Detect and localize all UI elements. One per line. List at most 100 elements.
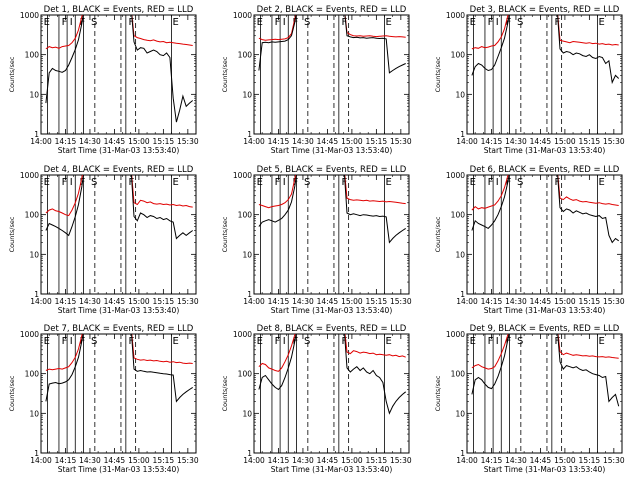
y-tick-label: 10 — [455, 250, 465, 259]
events-series-line — [258, 175, 406, 244]
x-tick-label: 15:30 — [390, 137, 412, 146]
x-tick-label: 14:15 — [55, 137, 77, 146]
x-tick-label: 15:00 — [554, 456, 576, 465]
lld-series-line — [45, 334, 193, 371]
segment-label: I — [283, 17, 286, 28]
x-tick-label: 14:45 — [104, 137, 126, 146]
segment-label: E — [173, 177, 179, 188]
plot-frame — [40, 174, 197, 295]
x-axis-label: Start Time (31-Mar-03 13:53:40) — [58, 146, 180, 155]
x-tick-label: 14:15 — [481, 456, 503, 465]
plot-frame — [466, 14, 623, 135]
panel-7: Det 7, BLACK = Events, RED = LLD 1 10 100 10… — [8, 324, 199, 474]
y-tick-label: 10 — [242, 409, 252, 418]
segment-label: F — [128, 17, 134, 28]
events-series-line — [471, 334, 620, 407]
y-tick-label: 1 — [247, 290, 252, 299]
segment-label: E — [386, 177, 392, 188]
plot-frame — [40, 333, 197, 454]
x-tick-label: 14:15 — [481, 297, 503, 306]
y-tick-label: 1000 — [233, 330, 252, 339]
x-tick-label: 15:15 — [153, 137, 175, 146]
x-tick-label: 15:15 — [579, 137, 601, 146]
panel-title: Det 4, BLACK = Events, RED = LLD — [44, 165, 194, 175]
events-series-line — [471, 15, 620, 85]
x-tick-label: 15:30 — [390, 456, 412, 465]
y-tick-label: 1 — [34, 449, 39, 458]
x-axis-label: Start Time (31-Mar-03 13:53:40) — [271, 306, 393, 315]
y-tick-label: 1 — [460, 449, 465, 458]
events-series-line — [45, 15, 194, 123]
x-tick-label: 15:30 — [603, 456, 625, 465]
x-tick-label: 14:45 — [530, 456, 552, 465]
plot-frame — [253, 174, 410, 295]
y-tick-label: 100 — [238, 211, 253, 220]
y-tick-label: 100 — [238, 51, 253, 60]
panel-6: Det 6, BLACK = Events, RED = LLD 1 10 100 10… — [434, 165, 625, 315]
x-tick-label: 15:30 — [390, 297, 412, 306]
segment-label: E — [44, 17, 50, 28]
segment-label: I — [70, 177, 73, 188]
x-axis-label: Start Time (31-Mar-03 13:53:40) — [271, 465, 393, 474]
panel-title: Det 1, BLACK = Events, RED = LLD — [44, 5, 194, 15]
x-axis-label: Start Time (31-Mar-03 13:53:40) — [484, 146, 606, 155]
x-tick-label: 14:00 — [243, 456, 265, 465]
panel-3: Det 3, BLACK = Events, RED = LLD 1 10 100 10… — [434, 5, 625, 155]
x-tick-label: 14:30 — [505, 456, 527, 465]
segment-label: S — [91, 336, 97, 347]
segment-label: F — [341, 177, 347, 188]
x-tick-label: 14:15 — [268, 297, 290, 306]
x-tick-label: 14:15 — [481, 137, 503, 146]
segment-label: E — [44, 336, 50, 347]
segment-label: F — [275, 17, 281, 28]
segment-label: F — [293, 336, 299, 347]
lld-series-line — [258, 15, 406, 41]
y-tick-label: 1 — [460, 290, 465, 299]
panel-9: Det 9, BLACK = Events, RED = LLD 1 10 100 10… — [434, 324, 625, 474]
x-tick-label: 15:00 — [554, 297, 576, 306]
panel-title: Det 9, BLACK = Events, RED = LLD — [470, 324, 620, 334]
x-axis-label: Start Time (31-Mar-03 13:53:40) — [58, 306, 180, 315]
x-tick-label: 15:30 — [603, 297, 625, 306]
panel-title: Det 5, BLACK = Events, RED = LLD — [257, 165, 407, 175]
segment-label: E — [173, 17, 179, 28]
y-axis-label: Counts/sec — [221, 216, 229, 252]
segment-label: E — [599, 17, 605, 28]
segment-label: F — [275, 336, 281, 347]
x-axis-label: Start Time (31-Mar-03 13:53:40) — [484, 306, 606, 315]
segment-label: E — [599, 336, 605, 347]
segment-label: E — [257, 17, 263, 28]
y-tick-label: 100 — [25, 51, 40, 60]
y-tick-label: 1000 — [20, 171, 39, 180]
plot-frame — [466, 333, 623, 454]
x-tick-label: 14:45 — [530, 297, 552, 306]
panel-title: Det 3, BLACK = Events, RED = LLD — [470, 5, 620, 15]
x-tick-label: 14:15 — [268, 137, 290, 146]
segment-label: E — [470, 336, 476, 347]
segment-label: S — [304, 17, 310, 28]
panel-title: Det 2, BLACK = Events, RED = LLD — [257, 5, 407, 15]
lld-series-line — [471, 334, 619, 370]
x-tick-label: 14:00 — [243, 137, 265, 146]
x-tick-label: 14:30 — [292, 137, 314, 146]
x-tick-label: 14:15 — [55, 297, 77, 306]
y-tick-label: 100 — [451, 370, 466, 379]
x-tick-label: 14:45 — [530, 137, 552, 146]
y-tick-label: 100 — [451, 211, 466, 220]
x-axis-label: Start Time (31-Mar-03 13:53:40) — [484, 465, 606, 474]
x-tick-label: 15:15 — [366, 297, 388, 306]
x-tick-label: 15:15 — [153, 297, 175, 306]
segment-label: F — [80, 336, 86, 347]
x-tick-label: 14:00 — [30, 456, 52, 465]
y-tick-label: 1000 — [446, 330, 465, 339]
segment-label: I — [496, 336, 499, 347]
y-axis-label: Counts/sec — [434, 216, 442, 252]
segment-label: I — [496, 17, 499, 28]
segment-label: S — [304, 177, 310, 188]
plot-frame — [40, 14, 197, 135]
y-tick-label: 1 — [460, 130, 465, 139]
x-tick-label: 14:45 — [104, 297, 126, 306]
y-tick-label: 1000 — [233, 171, 252, 180]
x-tick-label: 15:30 — [603, 137, 625, 146]
y-axis-label: Counts/sec — [434, 375, 442, 411]
